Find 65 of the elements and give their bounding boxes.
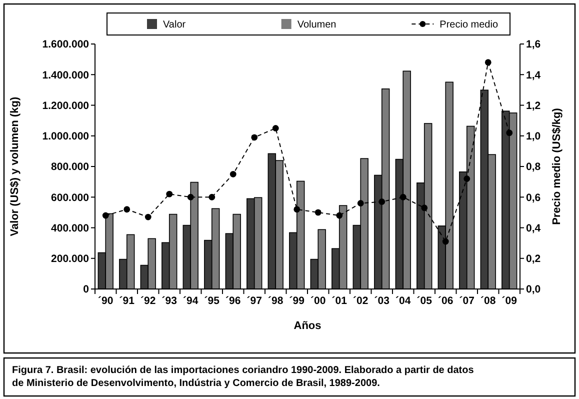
x-tick-label: ´99 — [289, 295, 305, 307]
point — [166, 190, 173, 198]
point — [294, 206, 300, 213]
x-tick-label: ´92 — [140, 295, 156, 307]
x-tick-label: ´94 — [183, 295, 198, 307]
x-axis-title: Años — [294, 320, 322, 332]
y-axis-title: Valor (US$) y volumen (kg) — [9, 96, 21, 236]
y2-tick-label: 0,4 — [526, 222, 541, 234]
point — [506, 130, 513, 136]
x-tick-label: ´03 — [374, 295, 390, 307]
x-tick-label: ´02 — [353, 295, 368, 307]
point — [230, 170, 236, 178]
y-tick-label: 1.200.000 — [42, 100, 90, 112]
point — [208, 194, 216, 200]
x-tick-label: ´95 — [204, 295, 220, 307]
legend-label: Volumen — [297, 20, 336, 30]
legend-label: Precio medio — [440, 20, 498, 30]
y2-tick-label: 1,2 — [526, 100, 541, 112]
y2-tick-label: 1,4 — [526, 69, 541, 82]
point — [314, 209, 322, 216]
x-tick-label: ´05 — [416, 295, 432, 307]
y2-tick-label: 0,0 — [526, 284, 541, 296]
y-tick-label: 1.000.000 — [42, 130, 90, 143]
y2-axis-title: Precio medio (US$/kg) — [551, 108, 563, 225]
x-tick-label: ´01 — [332, 295, 348, 307]
y2-tick-label: 1,6 — [526, 38, 541, 51]
x-tick-label: ´06 — [438, 295, 454, 307]
point — [484, 59, 492, 66]
x-tick-label: ´98 — [268, 295, 284, 307]
point — [251, 134, 258, 141]
point — [102, 212, 109, 219]
point — [421, 204, 428, 212]
y-tick-label: 400.000 — [51, 222, 90, 234]
y2-tick-label: 0,2 — [526, 253, 541, 266]
point — [187, 194, 194, 200]
point — [144, 214, 152, 220]
x-tick-label: ´97 — [246, 295, 262, 307]
legend-label: Valor — [163, 20, 186, 30]
text: Figura 7. Brasil: evolución de las importaciones coriandro 1990-2009. Elaborado a partir de datos de Ministerio de Desenvolvimento, Indústria y Comercio de Brasil, 1989-2009. — [12, 365, 474, 389]
point — [442, 238, 449, 245]
x-tick-label: ´09 — [502, 295, 518, 307]
point — [378, 198, 386, 205]
point — [400, 194, 406, 200]
x-tick-label: ´04 — [396, 295, 411, 307]
x-tick-label: ´96 — [226, 295, 241, 307]
x-tick-label: ´91 — [119, 295, 135, 307]
y2-tick-label: 0,8 — [526, 161, 541, 174]
y2-tick-label: 1,0 — [526, 130, 541, 143]
point — [357, 200, 364, 206]
y-tick-label: 0 — [83, 284, 90, 296]
y-tick-label: 200.000 — [51, 253, 90, 266]
x-tick-label: ´00 — [310, 295, 326, 307]
y-tick-label: 1.400.000 — [42, 69, 90, 82]
point — [124, 206, 130, 213]
x-tick-label: ´93 — [162, 295, 178, 307]
point — [272, 125, 279, 132]
x-tick-label: ´08 — [480, 295, 496, 307]
point — [336, 212, 343, 219]
y-tick-label: 800.000 — [51, 161, 90, 174]
point — [464, 176, 470, 182]
y-tick-label: 1.600.000 — [42, 38, 90, 51]
y-tick-label: 600.000 — [51, 192, 90, 204]
y2-tick-label: 0,6 — [526, 192, 541, 204]
x-tick-label: ´90 — [98, 295, 114, 307]
x-tick-label: ´07 — [459, 295, 475, 307]
